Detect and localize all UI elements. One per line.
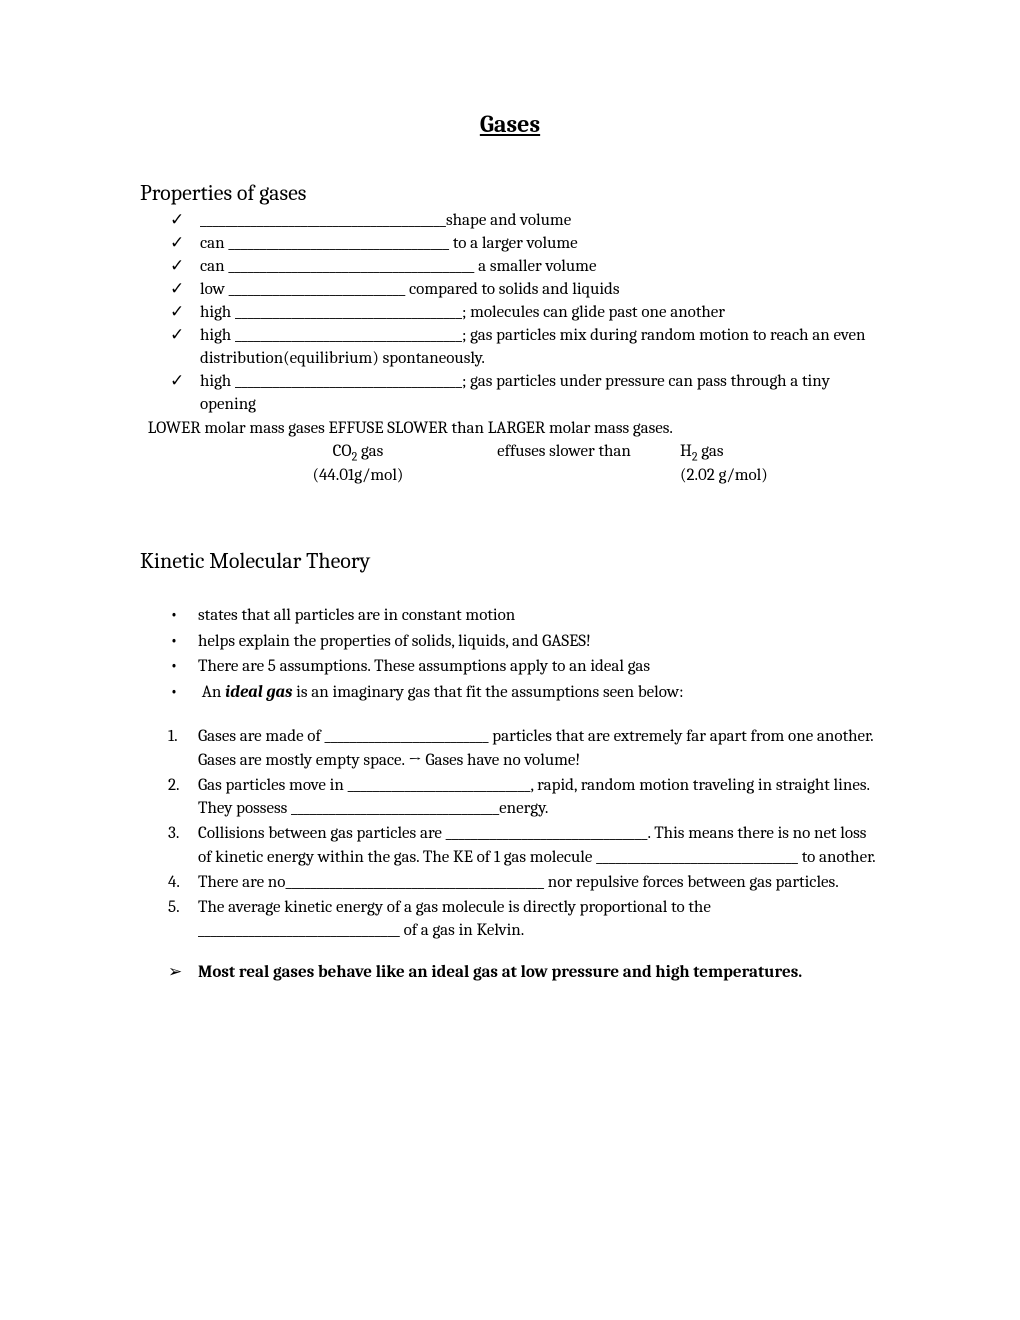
ideal-b: is an imaginary gas that fit the assumpt… (292, 683, 683, 702)
list-item: Gas particles move in __________________… (198, 774, 880, 822)
page-title: Gases (140, 110, 880, 138)
list-item: can ___________________________________ … (200, 233, 880, 256)
co2-mass: (44.01g/mol) (260, 465, 456, 488)
assumptions-list: Gases are made of ______________________… (140, 725, 880, 943)
list-item: Most real gases behave like an ideal gas… (198, 961, 880, 985)
ideal-gas-note: Most real gases behave like an ideal gas… (140, 961, 880, 985)
list-item: Collisions between gas particles are ___… (198, 822, 880, 870)
ideal-a: An (202, 683, 225, 702)
list-item: Gases are made of ______________________… (198, 725, 880, 773)
kmt-bullets: states that all particles are in constan… (140, 602, 880, 705)
h2-label: H (680, 442, 692, 461)
list-item: The average kinetic energy of a gas mole… (198, 896, 880, 944)
properties-list: _______________________________________s… (140, 210, 880, 416)
kmt-heading: Kinetic Molecular Theory (140, 548, 880, 574)
list-item: There are no____________________________… (198, 871, 880, 895)
list-item: low ____________________________ compare… (200, 279, 880, 302)
list-item: _______________________________________s… (200, 210, 880, 233)
h2-mass: (2.02 g/mol) (672, 465, 828, 488)
co2-gas: gas (357, 442, 383, 461)
list-item: helps explain the properties of solids, … (198, 628, 880, 654)
co2-label: CO (333, 442, 352, 461)
h2-gas: gas (698, 442, 724, 461)
list-item: An ideal gas is an imaginary gas that fi… (198, 679, 880, 705)
list-item: There are 5 assumptions. These assumptio… (198, 653, 880, 679)
ideal-em: ideal gas (225, 683, 292, 702)
list-item: high ___________________________________… (200, 371, 880, 417)
effuse-mid: effuses slower than (456, 441, 672, 465)
effuse-example: CO2 gas effuses slower than H2 gas (44.0… (260, 441, 828, 488)
list-item: high ___________________________________… (200, 302, 880, 325)
list-item: states that all particles are in constan… (198, 602, 880, 628)
effuse-statement: LOWER molar mass gases EFFUSE SLOWER tha… (144, 418, 880, 441)
list-item: can ____________________________________… (200, 256, 880, 279)
properties-heading: Properties of gases (140, 180, 880, 206)
list-item: high ___________________________________… (200, 325, 880, 371)
